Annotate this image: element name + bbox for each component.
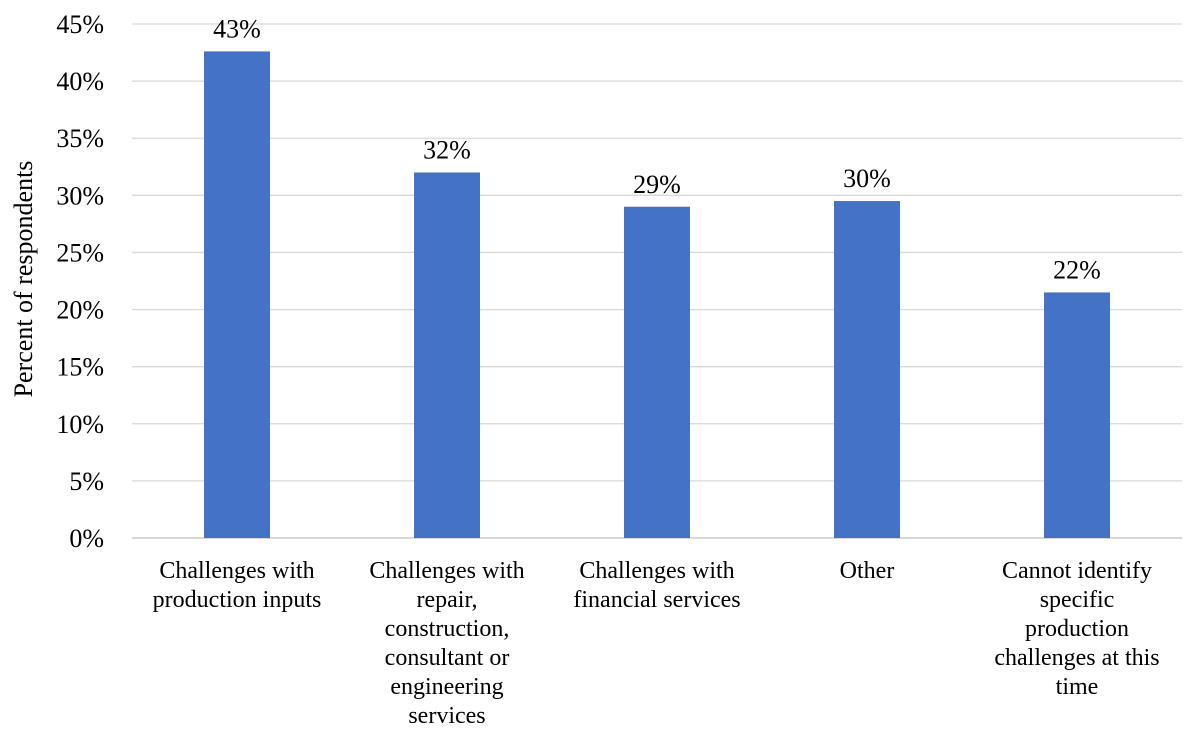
bar (204, 51, 270, 539)
y-tick-label: 10% (56, 410, 104, 439)
x-category-label: Challenges with repair, construction, consu… (369, 558, 524, 729)
bar (1044, 292, 1110, 538)
y-axis-label: Percent of respondents (9, 161, 38, 398)
y-tick-label: 45% (56, 10, 104, 39)
data-label: 22% (1053, 255, 1101, 284)
data-label: 32% (423, 135, 471, 164)
y-tick-label: 15% (56, 353, 104, 382)
bar (624, 206, 690, 538)
data-label: 30% (843, 164, 891, 193)
x-category-label: Challenges with production inputs (153, 558, 322, 613)
y-tick-label: 20% (56, 296, 104, 325)
data-labels: 43% 32% 29% 30% 22% (213, 14, 1101, 284)
y-tick-label: 30% (56, 181, 104, 210)
y-tick-label: 25% (56, 238, 104, 267)
y-tick-label: 0% (69, 524, 104, 553)
data-label: 29% (633, 170, 681, 199)
x-axis-categories: Challenges with production inputs Challeng… (153, 558, 1160, 729)
y-tick-label: 40% (56, 67, 104, 96)
data-label: 43% (213, 14, 261, 43)
y-axis-ticks: 0% 5% 10% 15% 20% 25% 30% 35% 40% 45% (56, 10, 104, 553)
y-tick-label: 35% (56, 124, 104, 153)
x-category-label: Cannot identify specific production challen… (994, 558, 1159, 700)
x-category-label: Challenges with financial services (573, 558, 740, 613)
x-category-label: Other (840, 558, 895, 584)
bar (834, 201, 900, 539)
bars (204, 51, 1110, 539)
y-tick-label: 5% (69, 467, 104, 496)
bar (414, 172, 480, 538)
